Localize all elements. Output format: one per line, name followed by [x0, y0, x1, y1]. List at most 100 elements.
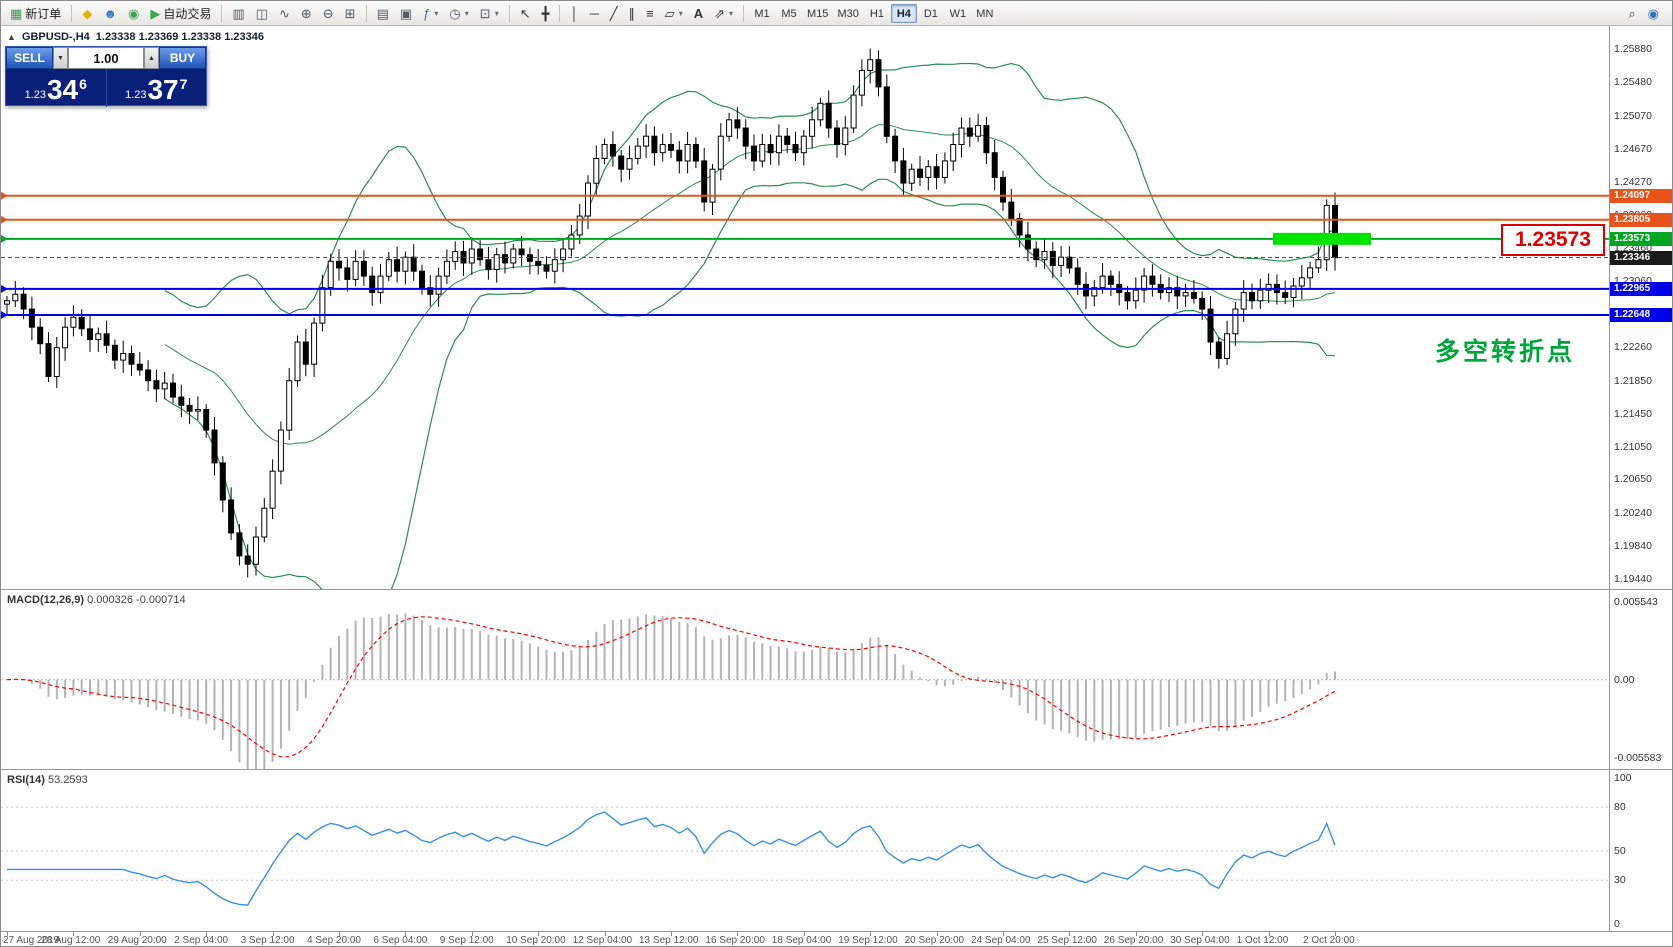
- buy-price-big: 37: [147, 74, 179, 105]
- text-button[interactable]: A: [689, 3, 708, 24]
- data-window-button[interactable]: ▣: [395, 3, 417, 24]
- timeframe-mn-button[interactable]: MN: [976, 7, 994, 20]
- price-axis-label: 1.25480: [1614, 75, 1652, 88]
- price-chart-pane: 1.25880 1.25480 1.25070 1.24670 1.24270 1.238…: [1, 26, 1672, 589]
- periods-button[interactable]: ◷ ▾: [444, 3, 473, 24]
- autotrading-button[interactable]: ▶ 自动交易: [145, 3, 216, 24]
- cursor-icon: ↖: [519, 5, 531, 21]
- rsi-axis-label: 50: [1614, 845, 1626, 857]
- toolbar-button-strip: ▦ 新订单 ◆ ☻ ◉ ▶ 自动交易 ▥ ◫ ∿ ⊕ ⊖ ⊞ ▤ ▣ ƒ ▾ ◷ ▾ ⊡ ▾ ↖ ╋ │ ─ ╱ ∥ ≡ ▱ ▾ A ⇗ ▾ M1…: [5, 3, 998, 24]
- chart-candles-button[interactable]: ◫: [251, 3, 273, 24]
- current-price-tag: 1.23346: [1610, 250, 1672, 265]
- tile-windows-button[interactable]: ⊞: [340, 3, 361, 24]
- timeframe-m15-button[interactable]: M15: [807, 7, 829, 20]
- time-tick: [671, 932, 672, 936]
- zoom-in-button[interactable]: ⊕: [296, 3, 317, 24]
- sell-price[interactable]: 1.23 34 6: [6, 69, 106, 107]
- arrow-tools-button[interactable]: ⇗ ▾: [709, 3, 738, 24]
- price-line-tag[interactable]: 1.23573: [1610, 231, 1672, 246]
- rsi-value: 53.2593: [47, 774, 88, 786]
- rsi-chart[interactable]: [1, 770, 1609, 932]
- search-button[interactable]: ⌕: [1623, 3, 1640, 24]
- price-axis-label: 1.19840: [1614, 540, 1652, 553]
- rsi-name: RSI(14): [7, 774, 45, 786]
- macd-label: MACD(12,26,9) 0.000326 -0.000714: [7, 594, 186, 606]
- periods-icon: ◷: [449, 5, 461, 21]
- time-tick: [604, 932, 606, 936]
- time-tick: [1135, 932, 1137, 936]
- sell-price-pip: 6: [79, 76, 87, 92]
- metaeditor-icon: ◆: [82, 5, 93, 21]
- metaeditor-button[interactable]: ◆: [77, 3, 97, 24]
- zoom-out-button[interactable]: ⊖: [318, 3, 339, 24]
- main-toolbar: ▦ 新订单 ◆ ☻ ◉ ▶ 自动交易 ▥ ◫ ∿ ⊕ ⊖ ⊞ ▤ ▣ ƒ ▾ ◷ ▾ ⊡ ▾ ↖ ╋ │ ─ ╱ ∥ ≡ ▱ ▾ A ⇗ ▾ M1…: [1, 1, 1672, 26]
- shapes-icon: ▱: [664, 5, 675, 21]
- sell-button[interactable]: SELL: [6, 47, 53, 69]
- dropdown-arrow-icon: ▾: [434, 8, 439, 18]
- timeframe-h4-button[interactable]: H4: [890, 3, 917, 23]
- volume-decrease-button[interactable]: ▼: [53, 47, 68, 69]
- price-line-tag[interactable]: 1.22965: [1610, 281, 1672, 296]
- data-window-icon: ▣: [399, 5, 413, 21]
- sell-price-big: 34: [46, 74, 79, 105]
- timeframe-h1-button[interactable]: H1: [869, 7, 884, 20]
- price-line-tag[interactable]: 1.24097: [1610, 188, 1672, 203]
- time-tick: [1069, 932, 1071, 936]
- macd-chart[interactable]: [1, 590, 1609, 770]
- macd-axis[interactable]: 0.005543 0.00 -0.005583: [1609, 590, 1672, 769]
- vertical-line-button[interactable]: │: [565, 3, 583, 24]
- dropdown-arrow-icon: ▾: [494, 8, 499, 18]
- timeframe-m1-button[interactable]: M1: [754, 7, 770, 20]
- crosshair-icon: ╋: [541, 5, 550, 21]
- cursor-button[interactable]: ↖: [515, 3, 536, 24]
- dropdown-arrow-icon: ▾: [729, 8, 734, 18]
- navigator-button[interactable]: ▤: [372, 3, 394, 24]
- price-axis-label: 1.24670: [1614, 142, 1652, 155]
- price-axis-label: 1.24270: [1614, 175, 1652, 188]
- time-tick: [139, 932, 141, 936]
- time-axis-label: 25 Sep 12:00: [1037, 935, 1097, 946]
- connection-button[interactable]: ◉: [1643, 3, 1664, 24]
- channel-button[interactable]: ∥: [624, 3, 641, 24]
- buy-price[interactable]: 1.23 37 7: [105, 69, 207, 107]
- time-axis-label: 27 Aug 2019: [3, 935, 60, 946]
- time-axis[interactable]: 27 Aug 2019 28 Aug 12:00 29 Aug 20:00 2 Sep…: [1, 931, 1672, 946]
- timeframe-d1-button[interactable]: D1: [923, 7, 938, 20]
- trendline-button[interactable]: ╱: [605, 3, 623, 24]
- price-line-tag[interactable]: 1.23805: [1610, 212, 1672, 227]
- time-tick: [471, 932, 473, 936]
- indicators-button[interactable]: ƒ ▾: [418, 3, 443, 24]
- chart-bars-button[interactable]: ▥: [227, 3, 249, 24]
- time-axis-label: 29 Aug 20:00: [107, 935, 167, 946]
- volume-increase-button[interactable]: ▲: [144, 47, 159, 69]
- templates-button[interactable]: ⊡ ▾: [475, 3, 504, 24]
- crosshair-button[interactable]: ╋: [537, 3, 555, 24]
- buy-button[interactable]: BUY: [159, 47, 206, 69]
- dropdown-arrow-icon: ▾: [464, 8, 469, 18]
- community-button[interactable]: ☻: [98, 3, 122, 24]
- price-axis-label: 1.21450: [1614, 407, 1652, 420]
- candlestick-chart[interactable]: [1, 26, 1609, 589]
- trade-panel-controls: SELL ▼ ▲ BUY: [6, 47, 206, 69]
- time-axis-label: 1 Oct 12:00: [1236, 935, 1289, 946]
- chart-line-button[interactable]: ∿: [274, 3, 295, 24]
- time-tick: [936, 932, 938, 936]
- shapes-button[interactable]: ▱ ▾: [660, 3, 688, 24]
- timeframe-m5-button[interactable]: M5: [781, 7, 797, 20]
- toolbar-separator: [743, 4, 745, 22]
- price-axis[interactable]: 1.25880 1.25480 1.25070 1.24670 1.24270 1.238…: [1609, 26, 1672, 589]
- price-line-tag[interactable]: 1.22648: [1610, 307, 1672, 322]
- horizontal-line-button[interactable]: ─: [585, 3, 604, 24]
- time-tick: [339, 932, 340, 936]
- macd-values: 0.000326 -0.000714: [87, 594, 186, 606]
- price-axis-label: 1.19440: [1614, 573, 1652, 585]
- volume-input[interactable]: [68, 47, 144, 69]
- fibonacci-icon: ≡: [646, 5, 654, 21]
- new-order-button[interactable]: ▦ 新订单: [5, 3, 66, 24]
- rsi-axis[interactable]: 100 80 50 30 0: [1609, 770, 1672, 931]
- market-button[interactable]: ◉: [123, 3, 144, 24]
- timeframe-w1-button[interactable]: W1: [949, 7, 967, 20]
- timeframe-m30-button[interactable]: M30: [837, 7, 859, 20]
- market-icon: ◉: [128, 5, 140, 21]
- fibonacci-button[interactable]: ≡: [641, 3, 659, 24]
